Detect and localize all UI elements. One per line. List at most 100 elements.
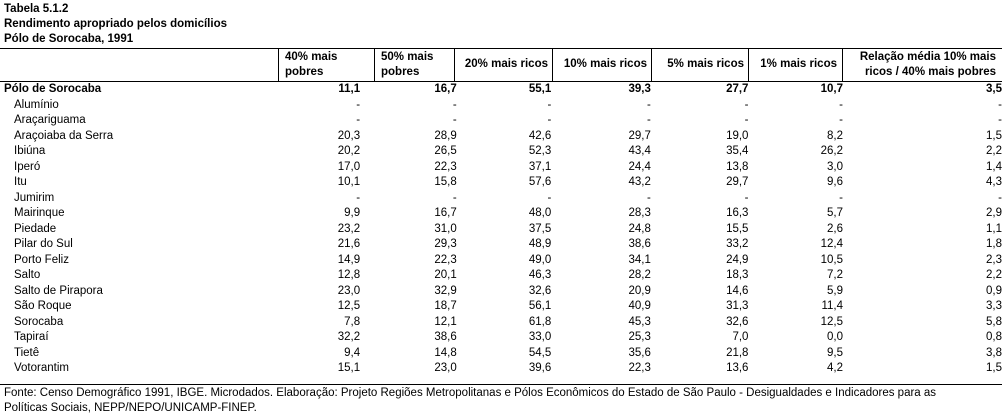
table-row: Mairinque 9,9 16,7 48,0 28,3 16,3 5,7 2,9	[0, 206, 1002, 222]
table-row: Araçoiaba da Serra 20,3 28,9 42,6 29,7 19,0 8,…	[0, 129, 1002, 145]
cell-value: 13,8	[726, 160, 749, 173]
cell-value: 2,9	[986, 207, 1002, 220]
table-row: Jumirim - - - - - - -	[0, 191, 1002, 207]
cell-value: 22,3	[434, 253, 457, 266]
cell-value: -	[998, 114, 1002, 127]
cell-value: 57,6	[528, 176, 552, 189]
municipality-name: Tapiraí	[14, 331, 49, 344]
header-bottom-rule	[0, 81, 1002, 82]
cell-value: 12,5	[820, 315, 844, 328]
municipality-name: Araçoiaba da Serra	[14, 129, 114, 142]
cell-value: 24,8	[628, 222, 651, 235]
cell-value: 37,5	[528, 222, 552, 235]
table-row: Votorantim 15,1 23,0 39,6 22,3 13,6 4,2 1,5	[0, 361, 1002, 377]
cell-value: 33,0	[528, 331, 552, 344]
cell-value: 5,9	[827, 284, 844, 297]
cell-value: 35,4	[726, 145, 749, 158]
cell-value: 38,6	[434, 331, 457, 344]
table-row: Sorocaba 7,8 12,1 61,8 45,3 32,6 12,5 5,8	[0, 315, 1002, 331]
municipality-name: Porto Feliz	[14, 253, 69, 266]
data-table: Pólo de Sorocaba 11,1 16,7 55,1 39,3 27,7 10,7…	[0, 82, 1002, 377]
municipality-name: Salto	[14, 269, 41, 282]
cell-value: -	[839, 191, 844, 204]
cell-value: -	[356, 98, 361, 111]
cell-value: 0,0	[827, 331, 844, 344]
cell-value: 4,3	[986, 176, 1002, 189]
cell-value: -	[744, 191, 749, 204]
cell-value: 20,2	[337, 145, 361, 158]
cell-value: 28,3	[628, 207, 651, 220]
cell-value: 1,1	[986, 222, 1002, 235]
cell-value: 2,2	[986, 145, 1002, 158]
cell-value: 23,0	[434, 362, 457, 375]
col-header-50-pobres: 50% mais pobres	[381, 51, 434, 78]
cell-value: -	[356, 191, 361, 204]
header-divider	[454, 49, 455, 82]
cell-value: -	[356, 114, 361, 127]
municipality-name: Itu	[14, 176, 27, 189]
table-row: Itu 10,1 15,8 57,6 43,2 29,7 9,6 4,3	[0, 175, 1002, 191]
cell-value: 10,7	[820, 83, 844, 96]
cell-value: 2,6	[827, 222, 844, 235]
cell-value: 2,2	[986, 269, 1002, 282]
source-line: Fonte: Censo Demográfico 1991, IBGE. Mic…	[4, 387, 937, 399]
cell-value: 14,8	[434, 346, 457, 359]
cell-value: -	[647, 191, 651, 204]
cell-value: 26,2	[820, 145, 844, 158]
cell-value: 56,1	[528, 300, 552, 313]
cell-value: 14,9	[337, 253, 361, 266]
cell-value: -	[452, 114, 457, 127]
cell-value: 2,3	[986, 253, 1002, 266]
col-header-10-ricos: 10% mais ricos	[563, 58, 647, 70]
table-row: Salto de Pirapora 23,0 32,9 32,6 20,9 14,6 5,9…	[0, 284, 1002, 300]
cell-value: 29,3	[434, 238, 457, 251]
cell-value: -	[452, 191, 457, 204]
cell-value: 45,3	[628, 315, 651, 328]
table-row: Salto 12,8 20,1 46,3 28,2 18,3 7,2 2,2	[0, 268, 1002, 284]
municipality-name: Araçariguama	[14, 114, 86, 127]
cell-value: 1,4	[986, 160, 1002, 173]
municipality-name: Alumínio	[14, 98, 59, 111]
table-row: Porto Feliz 14,9 22,3 49,0 34,1 24,9 10,5 2,3	[0, 253, 1002, 269]
cell-value: 13,6	[726, 362, 749, 375]
cell-value: 9,6	[827, 176, 844, 189]
cell-value: 1,5	[986, 362, 1002, 375]
municipality-name: Salto de Pirapora	[14, 284, 103, 297]
cell-value: 18,7	[434, 300, 457, 313]
cell-value: 23,0	[337, 284, 361, 297]
table-bottom-rule	[0, 384, 1002, 385]
cell-value: 20,1	[434, 269, 457, 282]
cell-value: 8,2	[827, 129, 844, 142]
cell-value: 15,5	[726, 222, 749, 235]
cell-value: 10,5	[820, 253, 844, 266]
table-row: Pilar do Sul 21,6 29,3 48,9 38,6 33,2 12,4 1,8	[0, 237, 1002, 253]
cell-value: -	[744, 98, 749, 111]
table-row: Iperó 17,0 22,3 37,1 24,4 13,8 3,0 1,4	[0, 160, 1002, 176]
cell-value: 3,8	[986, 346, 1002, 359]
cell-value: 19,0	[726, 129, 749, 142]
cell-value: 10,1	[337, 176, 361, 189]
cell-value: 28,9	[434, 129, 457, 142]
cell-value: 25,3	[628, 331, 651, 344]
municipality-name: Votorantim	[14, 362, 69, 375]
cell-value: 15,1	[337, 362, 361, 375]
cell-value: 54,5	[528, 346, 552, 359]
table-row: São Roque 12,5 18,7 56,1 40,9 31,3 11,4 3,3	[0, 299, 1002, 315]
header-divider	[278, 49, 279, 82]
cell-value: 3,5	[986, 83, 1002, 96]
cell-value: 12,8	[337, 269, 361, 282]
cell-value: 12,1	[434, 315, 457, 328]
cell-value: 33,2	[726, 238, 749, 251]
cell-value: 34,1	[628, 253, 651, 266]
table-row: Tapiraí 32,2 38,6 33,0 25,3 7,0 0,0 0,8	[0, 330, 1002, 346]
cell-value: -	[647, 114, 651, 127]
cell-value: 21,8	[726, 346, 749, 359]
cell-value: -	[547, 191, 552, 204]
header-divider	[748, 49, 749, 82]
cell-value: 40,9	[628, 300, 651, 313]
table-row: Tietê 9,4 14,8 54,5 35,6 21,8 9,5 3,8	[0, 346, 1002, 362]
cell-value: 32,6	[726, 315, 749, 328]
col-header-20-ricos: 20% mais ricos	[464, 58, 548, 70]
table-row: Piedade 23,2 31,0 37,5 24,8 15,5 2,6 1,1	[0, 222, 1002, 238]
